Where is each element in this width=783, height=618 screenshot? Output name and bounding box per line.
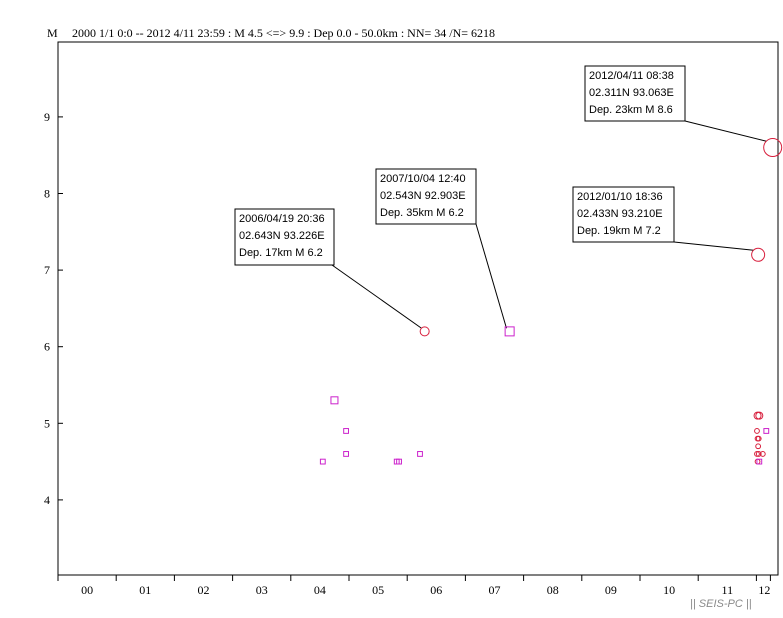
event-square bbox=[343, 451, 349, 457]
event-square bbox=[396, 458, 402, 465]
y-tick-label: 4 bbox=[44, 493, 50, 507]
event-circle bbox=[763, 138, 783, 158]
annotation-box: 2012/01/10 18:36 02.433N 93.210E Dep. 19km… bbox=[572, 186, 675, 243]
annotation-leader-line bbox=[331, 264, 422, 329]
annotation-location: 02.643N 93.226E bbox=[239, 230, 325, 242]
x-tick-label: 02 bbox=[198, 583, 210, 597]
annotation-date: 2007/10/04 12:40 bbox=[380, 173, 466, 185]
event-circle bbox=[759, 451, 766, 457]
event-circle bbox=[754, 428, 760, 434]
x-axis-ticks: 00 01 02 03 04 05 06 07 08 09 10 11 12 bbox=[57, 575, 771, 597]
x-tick-label: 04 bbox=[314, 583, 326, 597]
annotation-location: 02.433N 93.210E bbox=[577, 208, 663, 220]
annotation-box: 2007/10/04 12:40 02.543N 92.903E Dep. 35km… bbox=[375, 168, 477, 225]
annotation-leader-line bbox=[673, 241, 754, 251]
event-square bbox=[330, 396, 339, 405]
x-tick-label: 08 bbox=[547, 583, 559, 597]
y-tick-label: 8 bbox=[44, 187, 50, 201]
annotation-date: 2012/04/11 08:38 bbox=[589, 70, 674, 82]
x-tick-label: 01 bbox=[139, 583, 151, 597]
annotation-date: 2012/01/10 18:36 bbox=[577, 191, 663, 203]
annotation-date: 2006/04/19 20:36 bbox=[239, 213, 325, 225]
x-tick-label: 05 bbox=[372, 583, 384, 597]
x-tick-label: 06 bbox=[430, 583, 442, 597]
y-tick-label: 5 bbox=[44, 416, 50, 430]
event-circle bbox=[754, 451, 760, 457]
annotation-box: 2006/04/19 20:36 02.643N 93.226E Dep. 17km… bbox=[234, 208, 335, 266]
event-circle bbox=[751, 247, 766, 262]
x-tick-label: 10 bbox=[663, 583, 675, 597]
event-square bbox=[504, 326, 515, 337]
annotation-depth-magnitude: Dep. 23km M 8.6 bbox=[589, 104, 673, 116]
event-circle bbox=[755, 451, 762, 457]
event-square bbox=[763, 428, 770, 434]
annotation-depth-magnitude: Dep. 19km M 7.2 bbox=[577, 225, 661, 237]
annotation-location: 02.311N 93.063E bbox=[589, 87, 674, 99]
event-circle bbox=[755, 443, 762, 450]
y-axis-label: M bbox=[47, 26, 58, 40]
y-tick-label: 7 bbox=[44, 263, 50, 277]
annotation-frame bbox=[375, 168, 477, 225]
x-tick-label: 09 bbox=[605, 583, 617, 597]
watermark: || SEIS-PC || bbox=[690, 598, 752, 610]
x-tick-label: 11 bbox=[722, 583, 734, 597]
event-square bbox=[319, 458, 326, 465]
event-circle bbox=[755, 411, 764, 420]
annotation-frame bbox=[234, 208, 335, 266]
y-axis-ticks: 4 5 6 7 8 9 bbox=[44, 110, 63, 507]
y-tick-label: 6 bbox=[44, 340, 50, 354]
annotation-leader-line bbox=[475, 223, 507, 329]
plot-border bbox=[57, 41, 779, 576]
x-tick-label: 07 bbox=[489, 583, 501, 597]
data-points bbox=[319, 138, 783, 465]
event-circle bbox=[754, 458, 761, 465]
plot-frame bbox=[57, 41, 779, 576]
x-tick-label: 00 bbox=[81, 583, 93, 597]
annotation-box: 2012/04/11 08:38 02.311N 93.063E Dep. 23km… bbox=[584, 65, 686, 122]
annotation-leaders bbox=[331, 120, 767, 329]
annotation-leader-line bbox=[684, 120, 767, 142]
event-square bbox=[756, 458, 763, 465]
annotation-frame bbox=[584, 65, 686, 122]
annotation-boxes: 2006/04/19 20:36 02.643N 93.226E Dep. 17km… bbox=[234, 65, 686, 266]
chart-header: 2000 1/1 0:0 -- 2012 4/11 23:59 : M 4.5 … bbox=[72, 26, 495, 40]
event-square bbox=[343, 428, 349, 434]
y-tick-label: 9 bbox=[44, 110, 50, 124]
x-tick-label: 12 bbox=[758, 583, 770, 597]
annotation-depth-magnitude: Dep. 17km M 6.2 bbox=[239, 247, 323, 259]
annotation-frame bbox=[572, 186, 675, 243]
x-tick-label: 03 bbox=[256, 583, 268, 597]
event-square bbox=[417, 451, 423, 457]
annotation-location: 02.543N 92.903E bbox=[380, 190, 466, 202]
annotation-depth-magnitude: Dep. 35km M 6.2 bbox=[380, 207, 464, 219]
event-circle bbox=[419, 326, 430, 337]
event-circle bbox=[755, 435, 762, 442]
